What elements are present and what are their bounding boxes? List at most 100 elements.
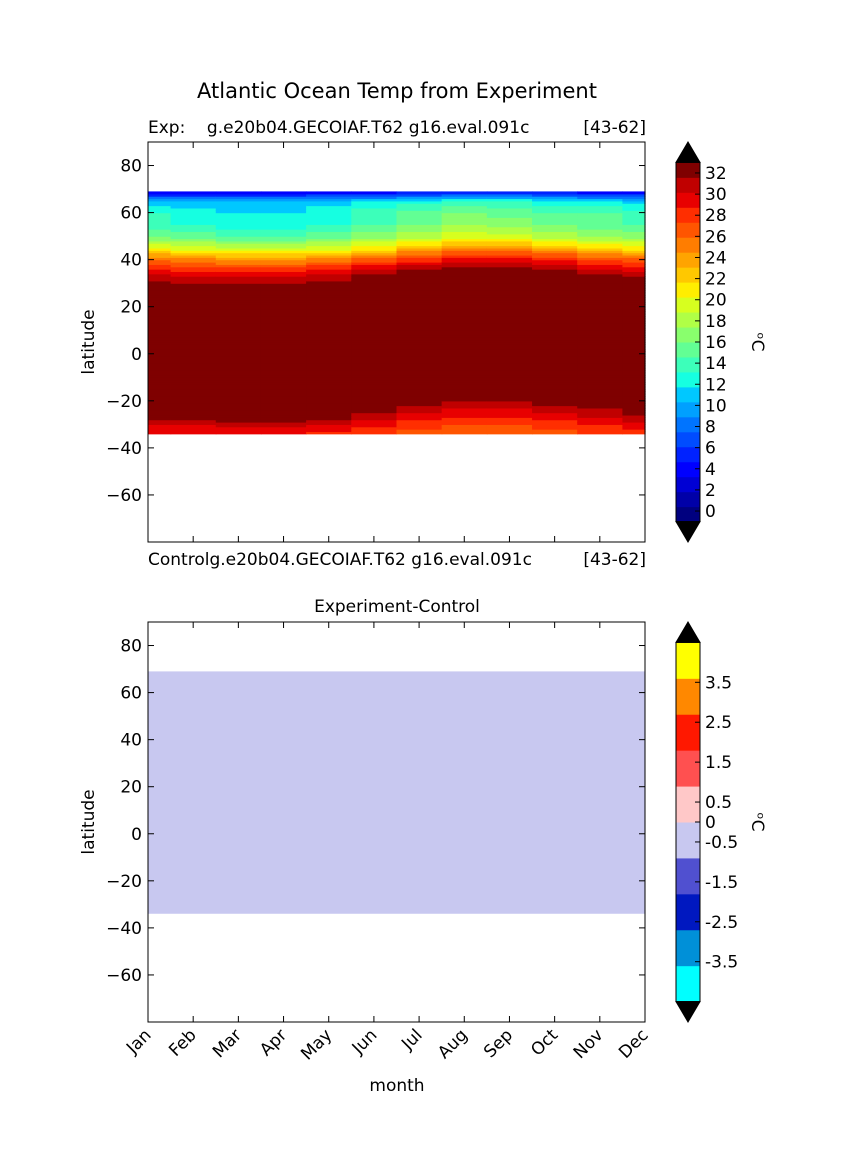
contour-cell: [486, 389, 533, 393]
contour-cell: [148, 330, 172, 334]
contour-cell: [306, 389, 352, 393]
contour-cell: [441, 306, 488, 310]
contour-cell: [170, 203, 217, 207]
contour-cell: [306, 325, 352, 329]
contour-cell: [306, 212, 352, 216]
contour-cell: [532, 254, 578, 258]
contour-cell: [170, 210, 217, 214]
contour-cell: [306, 252, 352, 256]
contour-cell: [396, 302, 443, 305]
contour-cell: [148, 297, 172, 301]
contour-cell: [215, 344, 262, 348]
contour-cell: [532, 287, 578, 291]
contour-cell: [148, 203, 172, 207]
contour-cell: [170, 196, 217, 200]
contour-cell: [351, 396, 398, 400]
contour-cell: [486, 203, 533, 207]
colorbar-under-arrow: [675, 1001, 701, 1023]
contour-cell: [577, 410, 624, 414]
contour-cell: [396, 198, 443, 202]
contour-cell: [215, 379, 262, 383]
experiment-title-left: Exp: g.e20b04.GECOIAF.T62 g16.eval.091c: [148, 118, 529, 138]
contour-cell: [148, 309, 172, 313]
colorbar-tick-label: 10: [705, 396, 727, 416]
contour-cell: [351, 320, 398, 324]
contour-cell: [170, 252, 217, 256]
contour-cell: [351, 412, 398, 416]
colorbar-band: [676, 750, 700, 787]
contour-cell: [260, 422, 307, 425]
contour-cell: [306, 330, 352, 334]
contour-cell: [441, 320, 488, 324]
colorbar-band: [676, 237, 700, 253]
contour-cell: [260, 269, 307, 273]
colorbar-band: [676, 177, 700, 193]
contour-cell: [577, 356, 624, 360]
contour-cell: [306, 203, 352, 207]
contour-cell: [215, 337, 262, 341]
y-tick-label: −40: [106, 439, 142, 459]
y-tick-label: −60: [106, 966, 142, 986]
contour-cell: [148, 200, 172, 204]
contour-cell: [486, 231, 533, 235]
contour-cell: [306, 309, 352, 313]
contour-cell: [351, 356, 398, 360]
contour-cell: [486, 323, 533, 327]
contour-cell: [486, 414, 533, 418]
contour-cell: [577, 210, 624, 214]
colorbar-tick-label: 30: [705, 185, 727, 205]
contour-cell: [441, 407, 488, 411]
contour-cell: [148, 280, 172, 284]
contour-cell: [306, 250, 352, 254]
contour-cell: [486, 410, 533, 414]
contour-cell: [351, 290, 398, 294]
contour-cell: [396, 254, 443, 258]
contour-cell: [260, 412, 307, 416]
contour-cell: [441, 233, 488, 237]
contour-cell: [396, 212, 443, 216]
contour-cell: [577, 370, 624, 374]
contour-cell: [486, 320, 533, 324]
contour-cell: [532, 405, 578, 409]
contour-cell: [486, 250, 533, 254]
contour-cell: [622, 342, 646, 345]
contour-cell: [306, 200, 352, 204]
contour-cell: [170, 217, 217, 221]
contour-cell: [351, 382, 398, 385]
contour-cell: [532, 414, 578, 418]
contour-cell: [170, 372, 217, 376]
contour-cell: [532, 271, 578, 275]
contour-cell: [148, 214, 172, 218]
contour-cell: [622, 266, 646, 270]
contour-cell: [441, 316, 488, 320]
contour-cell: [306, 365, 352, 369]
contour-cell: [260, 233, 307, 237]
contour-cell: [215, 351, 262, 355]
colorbar-band: [676, 327, 700, 343]
contour-cell: [215, 297, 262, 301]
contour-cell: [577, 280, 624, 284]
contour-cell: [396, 224, 443, 228]
contour-cell: [148, 205, 172, 209]
contour-cell: [622, 344, 646, 348]
contour-cell: [260, 219, 307, 223]
contour-cell: [577, 342, 624, 345]
contour-cell: [351, 393, 398, 397]
contour-cell: [441, 245, 488, 249]
contour-cell: [577, 351, 624, 355]
contour-cell: [622, 386, 646, 390]
contour-cell: [351, 269, 398, 273]
contour-cell: [532, 294, 578, 298]
contour-cell: [622, 318, 646, 322]
contour-cell: [215, 299, 262, 303]
contour-cell: [486, 262, 533, 265]
contour-cell: [170, 219, 217, 223]
contour-cell: [260, 377, 307, 381]
contour-cell: [306, 429, 352, 433]
contour-cell: [486, 356, 533, 360]
contour-cell: [215, 280, 262, 284]
contour-cell: [622, 417, 646, 421]
contour-cell: [148, 363, 172, 367]
colorbar-band: [676, 297, 700, 313]
contour-cell: [622, 243, 646, 247]
